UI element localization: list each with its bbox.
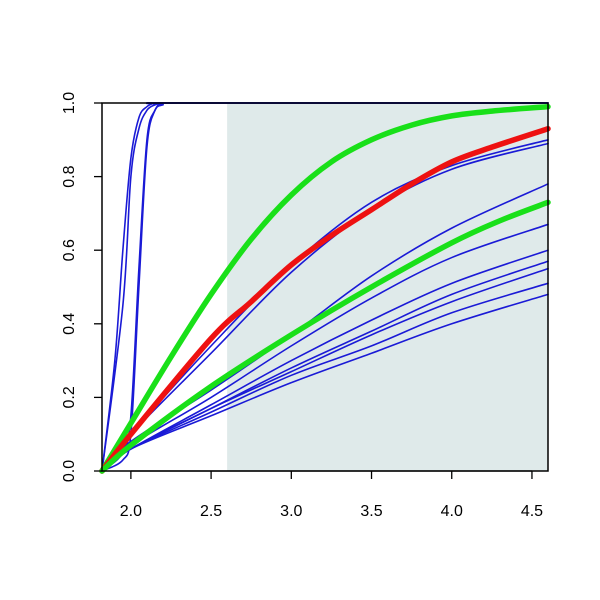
y-axis: 0.0 0.2 0.4 0.6 0.8 1.0 bbox=[61, 92, 102, 482]
y-tick-label: 0.4 bbox=[61, 313, 78, 335]
x-tick-label: 2.5 bbox=[200, 503, 222, 520]
x-tick-label: 4.5 bbox=[521, 503, 543, 520]
y-tick-label: 0.6 bbox=[61, 239, 78, 261]
x-tick-label: 4.0 bbox=[441, 503, 463, 520]
y-tick-label: 0.0 bbox=[61, 460, 78, 482]
x-tick-label: 3.0 bbox=[280, 503, 302, 520]
y-tick-label: 0.8 bbox=[61, 165, 78, 187]
series-layer bbox=[99, 102, 551, 474]
x-tick-label: 3.5 bbox=[360, 503, 382, 520]
x-axis: 2.0 2.5 3.0 3.5 4.0 4.5 bbox=[120, 470, 543, 520]
y-tick-label: 1.0 bbox=[61, 92, 78, 114]
series-line-blue-13 bbox=[101, 293, 549, 472]
y-tick-label: 0.2 bbox=[61, 386, 78, 408]
series-line-green-16 bbox=[99, 199, 551, 474]
series-line-green-14 bbox=[99, 103, 551, 474]
series-line-red-15 bbox=[99, 126, 551, 474]
x-tick-label: 2.0 bbox=[120, 503, 142, 520]
